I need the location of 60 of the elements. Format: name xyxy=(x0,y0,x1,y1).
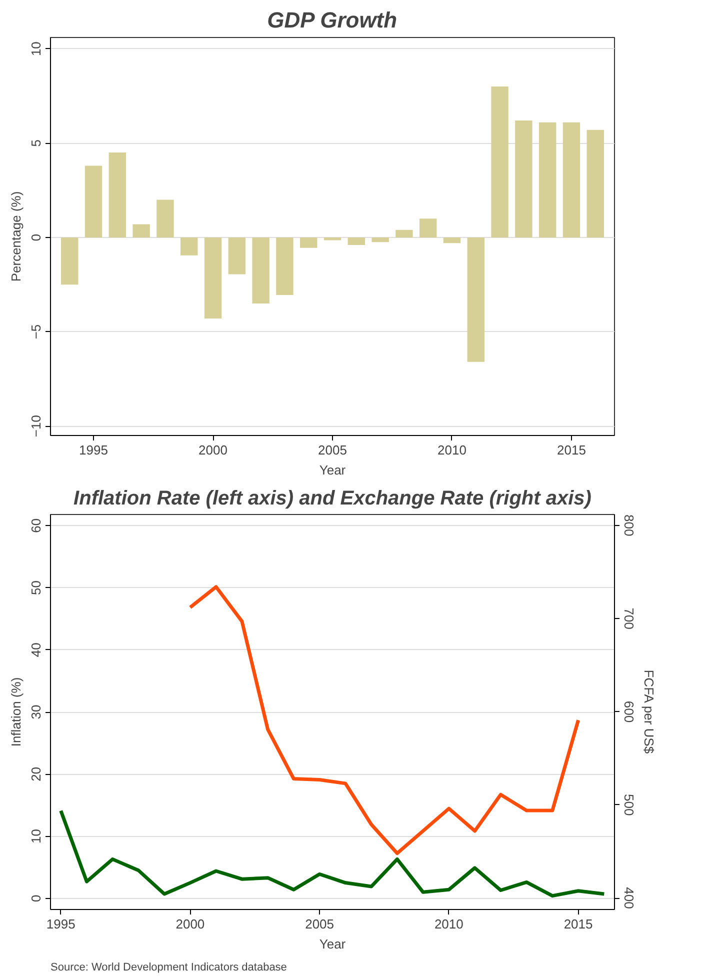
y-tick-label: 0 xyxy=(28,894,44,902)
y-tick-label: 60 xyxy=(28,518,44,533)
y2-tick-label: 600 xyxy=(622,700,636,723)
bar xyxy=(562,122,580,238)
y-axis-title: Percentage (%) xyxy=(8,191,24,282)
y-tick-label: −5 xyxy=(28,324,44,340)
y2-axis-title: FCFA per US$ xyxy=(642,670,656,754)
bar xyxy=(443,237,461,244)
bar xyxy=(300,237,318,248)
line-series xyxy=(188,585,580,856)
chart-title: GDP Growth xyxy=(267,8,398,32)
x-tick-label: 2005 xyxy=(318,442,347,458)
x-axis-title: Year xyxy=(319,462,346,478)
x-tick-label: 2000 xyxy=(198,442,228,458)
y2-tick-label: 400 xyxy=(622,887,636,909)
bar xyxy=(276,237,294,295)
y2-tick-label: 700 xyxy=(622,608,636,630)
bar xyxy=(324,237,342,240)
bar xyxy=(228,237,246,274)
y-tick-label: 20 xyxy=(28,766,44,782)
bar xyxy=(419,218,437,238)
y2-tick-label: 800 xyxy=(622,514,636,536)
y-axis-title: Inflation (%) xyxy=(8,677,24,747)
y2-tick-label: 500 xyxy=(622,794,636,816)
line-series xyxy=(59,809,606,898)
x-axis-title: Year xyxy=(319,936,346,952)
x-tick-label: 2015 xyxy=(564,916,593,932)
bar xyxy=(132,224,150,238)
bar xyxy=(204,237,222,319)
bar xyxy=(156,200,174,238)
bar xyxy=(538,122,556,238)
x-tick-label: 1995 xyxy=(46,916,76,932)
bar xyxy=(491,86,508,238)
x-tick-label: 2015 xyxy=(557,442,586,458)
bar xyxy=(180,237,198,256)
y-tick-label: 30 xyxy=(28,704,44,720)
bar xyxy=(252,237,270,304)
y-tick-label: 10 xyxy=(28,828,44,844)
bar xyxy=(108,152,126,238)
bar xyxy=(84,166,102,238)
source-note: Source: World Development Indicators database xyxy=(50,962,287,974)
bar xyxy=(396,230,413,238)
chart-title: Inflation Rate (left axis) and Exchange Rate (right axis) xyxy=(74,488,592,510)
y-tick-label: 50 xyxy=(28,580,44,596)
y-tick-label: −10 xyxy=(28,415,44,438)
y-tick-label: 5 xyxy=(28,140,44,147)
x-tick-label: 2005 xyxy=(305,916,334,932)
bar xyxy=(467,237,484,362)
y-tick-label: 10 xyxy=(28,42,44,56)
y-tick-label: 0 xyxy=(28,234,44,242)
bar xyxy=(515,120,532,238)
x-tick-label: 2010 xyxy=(438,442,466,458)
x-tick-label: 2000 xyxy=(176,916,205,932)
bar xyxy=(586,130,604,238)
x-tick-label: 1995 xyxy=(79,442,108,458)
bar xyxy=(61,237,78,285)
y-tick-label: 40 xyxy=(28,642,44,658)
x-tick-label: 2010 xyxy=(434,916,464,932)
bar xyxy=(348,237,365,245)
bar xyxy=(372,237,389,242)
